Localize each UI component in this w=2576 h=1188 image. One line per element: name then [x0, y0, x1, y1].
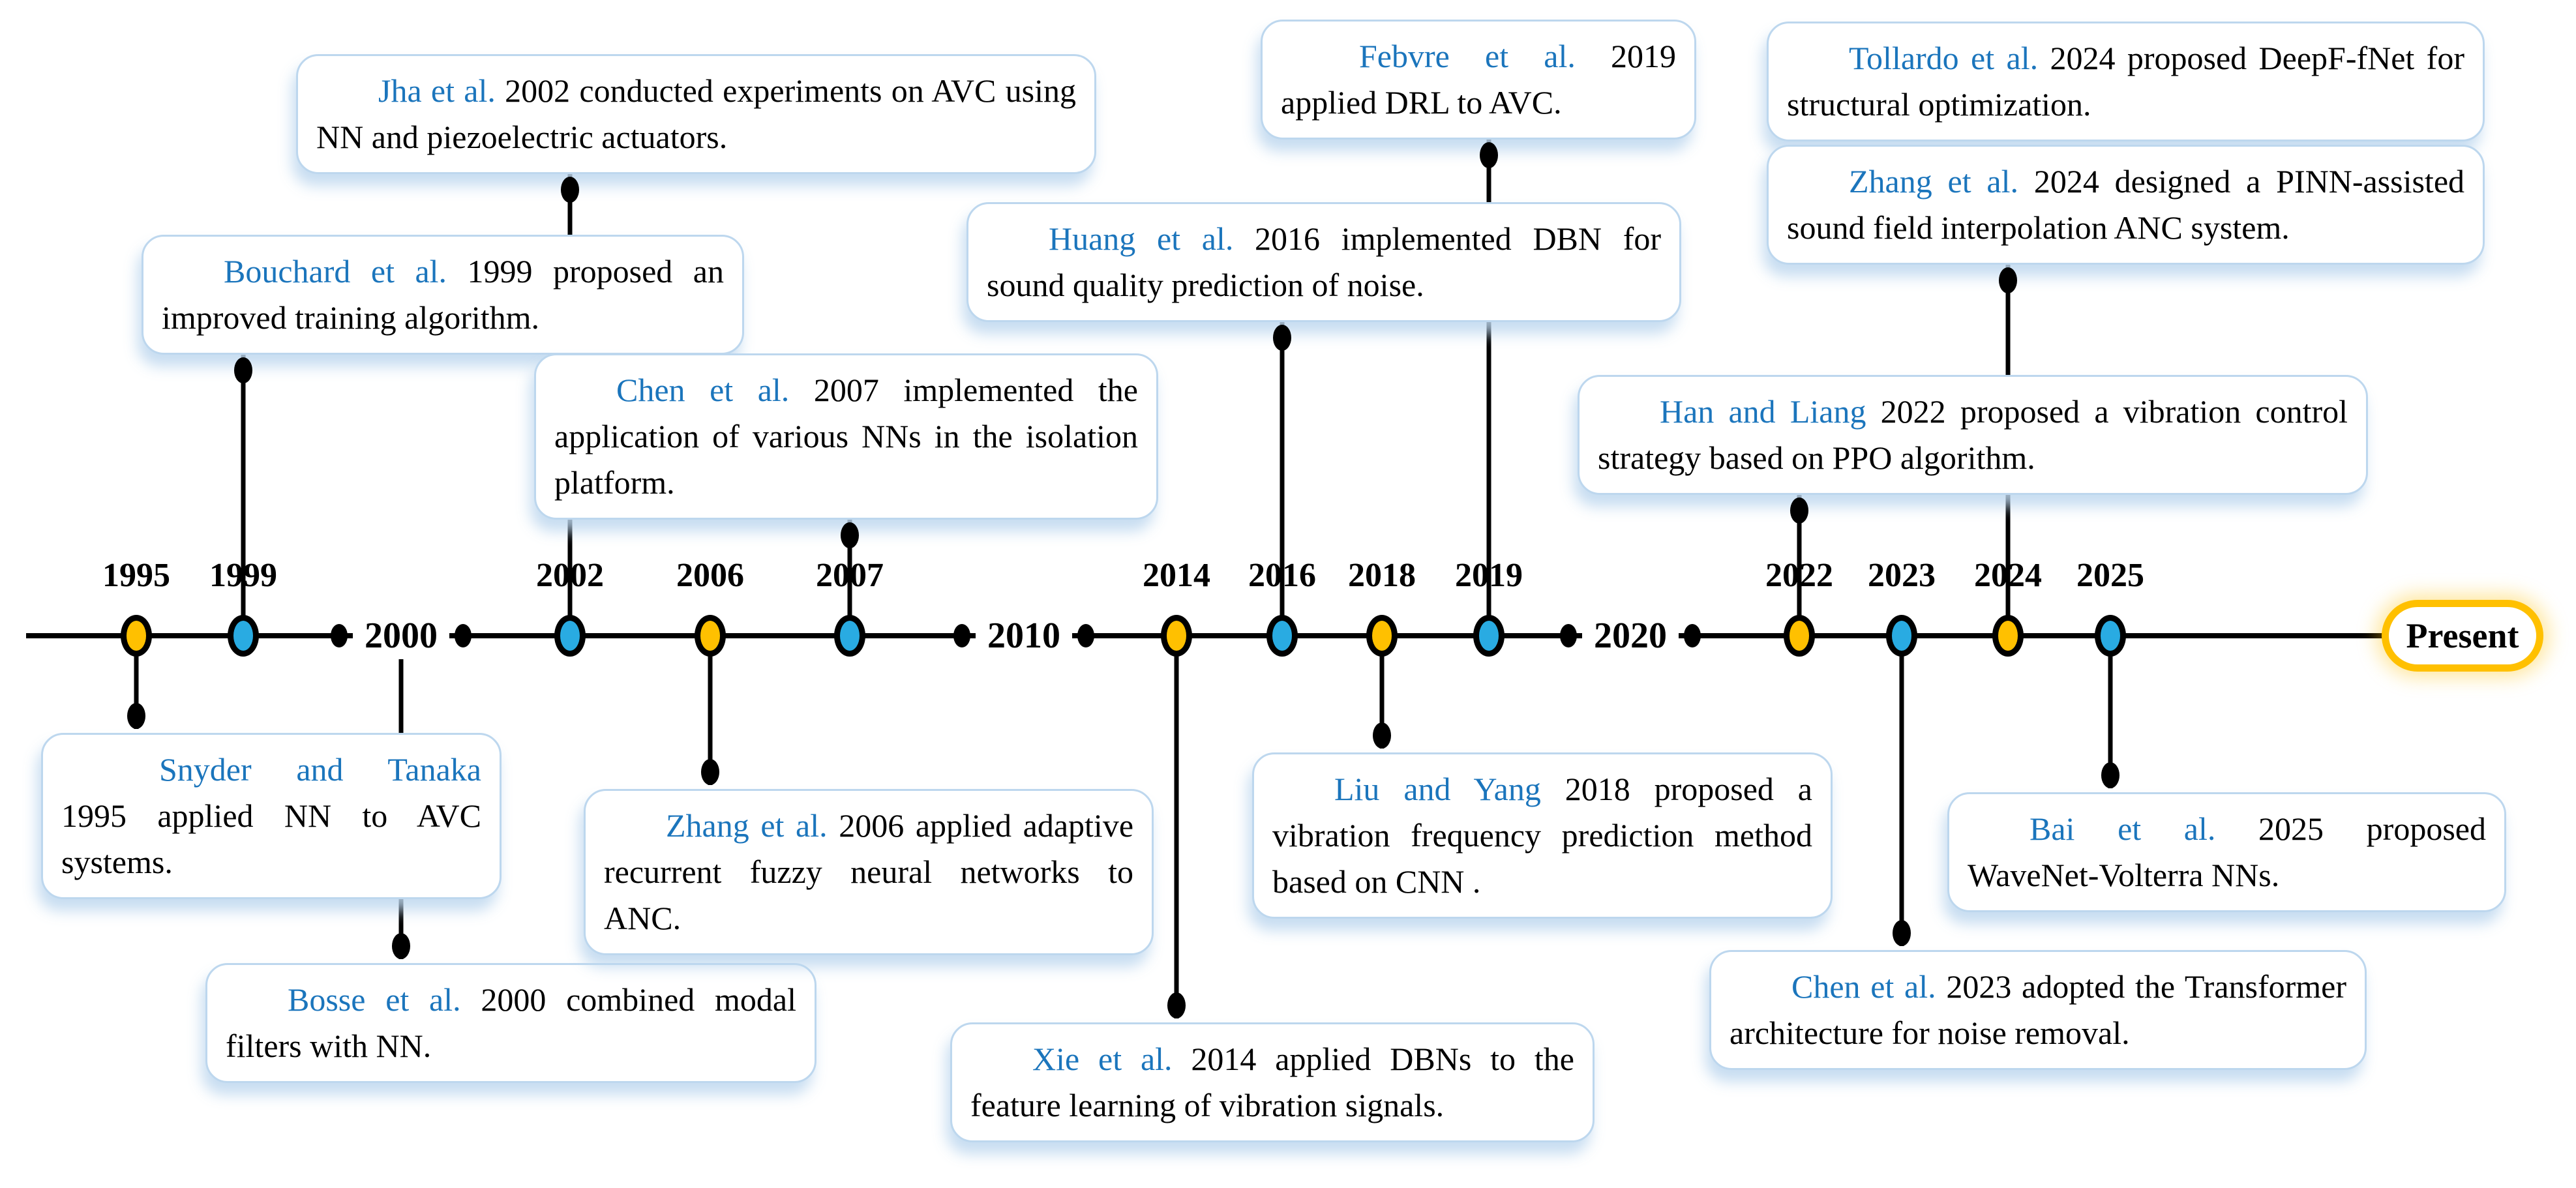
marker-1999-blue	[228, 615, 259, 657]
connector-dot-zhang-2006	[701, 759, 719, 785]
callout-snyder-1995: Snyder and Tanaka 1995 applied NN to AVC…	[41, 733, 502, 899]
axis-break-dot	[1077, 624, 1094, 647]
citation-author-xie-2014: Xie et al.	[1032, 1041, 1173, 1077]
callout-xie-2014: Xie et al. 2014 applied DBNs to the feat…	[950, 1022, 1595, 1142]
connector-dot-chen-2007	[841, 522, 859, 548]
citation-author-tollardo-2024: Tollardo et al.	[1849, 40, 2039, 76]
connector-dot-huang-2016	[1273, 325, 1291, 351]
marker-2016-blue	[1266, 615, 1298, 657]
callout-chen-2007: Chen et al. 2007 implemented the applica…	[534, 353, 1158, 520]
year-label-2022: 2022	[1765, 557, 1833, 594]
marker-2002-blue	[554, 615, 586, 657]
marker-2014-orange	[1161, 615, 1192, 657]
year-label-2006: 2006	[676, 557, 744, 594]
callout-jha-2002: Jha et al. 2002 conducted experiments on…	[296, 54, 1096, 174]
connector-line-febvre-2019	[1486, 140, 1491, 636]
connector-dot-jha-2002	[561, 177, 579, 203]
connector-dot-bouchard-1999	[234, 357, 252, 383]
connector-line-xie-2014	[1174, 636, 1179, 1018]
year-label-2024: 2024	[1974, 557, 2042, 594]
marker-2006-orange	[695, 615, 726, 657]
callout-tollardo-2024: Tollardo et al. 2024 proposed DeepF-fNet…	[1767, 22, 2485, 141]
connector-dot-zhang-2024	[1999, 267, 2017, 293]
marker-2022-orange	[1784, 615, 1815, 657]
connector-line-zhang-2006	[708, 636, 713, 785]
callout-zhang-2006: Zhang et al. 2006 applied adaptive recur…	[584, 789, 1154, 955]
present-terminator: Present	[2382, 600, 2543, 672]
citation-author-bosse-2000: Bosse et al.	[288, 981, 461, 1018]
connector-line-bouchard-1999	[241, 355, 246, 636]
callout-bai-2025: Bai et al. 2025 proposed WaveNet-Volterr…	[1947, 792, 2506, 912]
year-label-1995: 1995	[102, 557, 170, 594]
connector-dot-febvre-2019	[1480, 142, 1498, 168]
decade-label-2020: 2020	[1582, 612, 1679, 659]
year-label-2007: 2007	[816, 557, 884, 594]
callout-liu-yang-2018: Liu and Yang 2018 proposed a vibration f…	[1252, 752, 1833, 919]
marker-2023-blue	[1886, 615, 1917, 657]
decade-label-2000: 2000	[353, 612, 449, 659]
marker-2007-blue	[834, 615, 865, 657]
marker-2018-orange	[1366, 615, 1398, 657]
connector-line-bai-2025	[2108, 636, 2113, 788]
citation-author-chen-2007: Chen et al.	[616, 372, 790, 408]
marker-2024-orange	[1992, 615, 2024, 657]
citation-author-huang-2016: Huang et al.	[1049, 220, 1234, 257]
connector-dot-chen-2023	[1893, 920, 1911, 946]
connector-dot-bai-2025	[2101, 762, 2119, 788]
year-label-2019: 2019	[1455, 557, 1523, 594]
axis-break-dot	[1684, 624, 1701, 647]
marker-2019-blue	[1473, 615, 1505, 657]
connector-line-huang-2016	[1280, 322, 1285, 636]
callout-bouchard-1999: Bouchard et al. 1999 proposed an improve…	[142, 235, 744, 355]
decade-label-2010: 2010	[976, 612, 1072, 659]
connector-line-snyder-1995	[134, 636, 139, 729]
callout-chen-2023: Chen et al. 2023 adopted the Transformer…	[1709, 950, 2367, 1070]
connector-dot-han-liang-2022	[1790, 497, 1808, 524]
callout-han-liang-2022: Han and Liang 2022 proposed a vibration …	[1578, 375, 2368, 495]
citation-author-bai-2025: Bai et al.	[2029, 810, 2216, 847]
citation-author-zhang-2024: Zhang et al.	[1849, 163, 2019, 200]
year-label-2025: 2025	[2076, 557, 2144, 594]
citation-author-jha-2002: Jha et al.	[378, 72, 496, 109]
year-label-2023: 2023	[1868, 557, 1936, 594]
callout-febvre-2019: Febvre et al. 2019 applied DRL to AVC.	[1261, 20, 1696, 140]
connector-line-chen-2023	[1899, 636, 1904, 946]
callout-zhang-2024: Zhang et al. 2024 designed a PINN-assist…	[1767, 145, 2485, 265]
year-label-2014: 2014	[1143, 557, 1210, 594]
citation-author-snyder-1995: Snyder and Tanaka	[159, 751, 481, 788]
callout-huang-2016: Huang et al. 2016 implemented DBN for so…	[966, 202, 1681, 322]
citation-author-han-liang-2022: Han and Liang	[1660, 393, 1866, 430]
citation-author-liu-yang-2018: Liu and Yang	[1334, 771, 1541, 807]
year-label-2016: 2016	[1248, 557, 1316, 594]
axis-break-dot	[953, 624, 970, 647]
year-label-2002: 2002	[536, 557, 604, 594]
axis-break-dot	[1560, 624, 1577, 647]
connector-dot-liu-yang-2018	[1373, 722, 1391, 749]
connector-dot-xie-2014	[1167, 992, 1186, 1018]
citation-author-chen-2023: Chen et al.	[1791, 968, 1936, 1005]
callout-bosse-2000: Bosse et al. 2000 combined modal filters…	[205, 963, 816, 1083]
axis-break-dot	[455, 624, 472, 647]
connector-dot-snyder-1995	[127, 703, 145, 729]
timeline-axis	[26, 633, 2386, 638]
marker-2025-blue	[2095, 615, 2126, 657]
year-label-1999: 1999	[209, 557, 277, 594]
year-label-2018: 2018	[1348, 557, 1416, 594]
citation-author-febvre-2019: Febvre et al.	[1359, 38, 1576, 74]
citation-author-zhang-2006: Zhang et al.	[666, 807, 828, 844]
marker-1995-orange	[121, 615, 152, 657]
connector-line-liu-yang-2018	[1379, 636, 1385, 749]
axis-break-dot	[331, 624, 348, 647]
connector-line-han-liang-2022	[1797, 495, 1802, 636]
connector-line-chen-2007	[847, 520, 852, 636]
citation-author-bouchard-1999: Bouchard et al.	[224, 253, 447, 290]
connector-dot-bosse-2000	[392, 933, 410, 959]
present-label: Present	[2406, 616, 2519, 655]
